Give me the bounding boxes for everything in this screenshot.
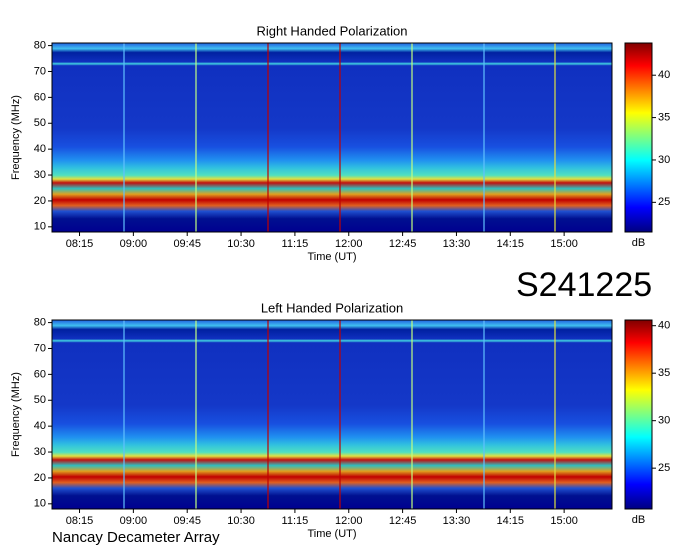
y-tick-label: 10: [34, 498, 46, 510]
x-tick-label: 09:00: [120, 515, 148, 527]
y-tick-label: 40: [34, 143, 46, 155]
x-tick-label: 10:30: [227, 515, 255, 527]
x-tick-label: 11:15: [282, 238, 309, 250]
y-tick-label: 30: [34, 446, 46, 458]
x-tick-label: 12:45: [389, 238, 417, 250]
chart-title: Left Handed Polarization: [261, 300, 403, 315]
chart-title: Right Handed Polarization: [256, 23, 407, 38]
spectrogram: [52, 43, 612, 232]
x-tick-label: 08:15: [66, 515, 94, 527]
x-tick-label: 14:15: [497, 238, 525, 250]
x-tick-label: 09:00: [120, 238, 148, 250]
y-axis-label: Frequency (MHz): [10, 95, 22, 180]
x-tick-label: 08:15: [66, 238, 94, 250]
x-tick-label: 09:45: [173, 238, 201, 250]
x-tick-label: 12:00: [335, 515, 363, 527]
colorbar-tick-label: 25: [658, 462, 670, 474]
colorbar-tick-label: 40: [658, 320, 670, 332]
x-axis-label: Time (UT): [307, 528, 356, 540]
x-tick-label: 12:45: [389, 515, 417, 527]
y-tick-label: 80: [34, 316, 46, 328]
panel: [52, 319, 653, 510]
x-axis-label: Time (UT): [307, 251, 356, 263]
colorbar-tick-label: 35: [658, 111, 670, 123]
colorbar: [624, 42, 653, 233]
x-tick-label: 14:15: [497, 515, 525, 527]
y-tick-label: 50: [34, 394, 46, 406]
colorbar-tick-label: 30: [658, 415, 670, 427]
y-tick-label: 60: [34, 368, 46, 380]
y-tick-label: 20: [34, 472, 46, 484]
plot-frame: [51, 319, 613, 510]
y-tick-label: 20: [34, 195, 46, 207]
y-tick-label: 80: [34, 39, 46, 51]
colorbar-tick-label: 35: [658, 367, 670, 379]
x-tick-label: 09:45: [173, 515, 201, 527]
colorbar-tick-label: 30: [658, 154, 670, 166]
y-axis-label: Frequency (MHz): [10, 372, 22, 457]
plot-frame: [51, 42, 613, 233]
y-tick-label: 70: [34, 342, 46, 354]
x-tick-label: 10:30: [227, 238, 255, 250]
observation-id: S241225: [516, 266, 652, 304]
x-tick-label: 13:30: [443, 238, 471, 250]
y-tick-label: 30: [34, 169, 46, 181]
time-markers: [123, 43, 556, 509]
x-tick-label: 12:00: [335, 238, 363, 250]
spectrogram: [52, 320, 612, 509]
colorbar-tick-label: 40: [658, 69, 670, 81]
colorbar-label: dB: [632, 237, 645, 249]
x-tick-label: 11:15: [282, 515, 309, 527]
y-tick-label: 10: [34, 221, 46, 233]
y-tick-label: 70: [34, 65, 46, 77]
panel: [52, 42, 653, 233]
x-tick-label: 15:00: [550, 238, 578, 250]
x-tick-label: 13:30: [443, 515, 471, 527]
y-tick-label: 60: [34, 91, 46, 103]
colorbar-tick-label: 25: [658, 196, 670, 208]
x-tick-label: 15:00: [550, 515, 578, 527]
y-tick-label: 40: [34, 420, 46, 432]
y-tick-label: 50: [34, 117, 46, 129]
colorbar: [624, 319, 653, 510]
instrument: Nancay Decameter Array: [52, 529, 220, 546]
colorbar-label: dB: [632, 514, 645, 526]
